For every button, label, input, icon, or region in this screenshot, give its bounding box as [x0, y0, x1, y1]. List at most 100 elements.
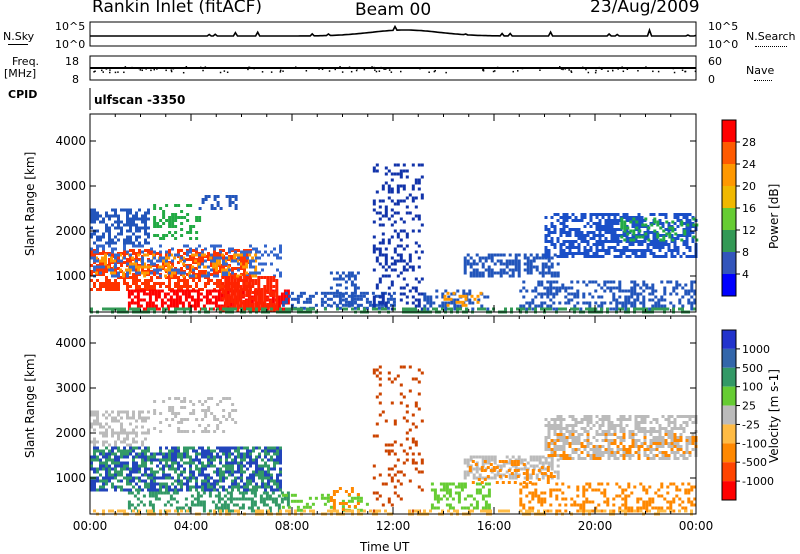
velocity-cell: [99, 431, 102, 435]
power-cell: [637, 243, 641, 246]
velocity-cell: [344, 502, 348, 505]
velocity-cell: [508, 461, 512, 465]
nave-point: [492, 70, 495, 73]
velocity-cell: [268, 506, 272, 510]
power-cell: [580, 219, 584, 222]
velocity-cell: [281, 505, 285, 509]
power-cell: [583, 252, 587, 255]
velocity-cell: [210, 488, 213, 492]
velocity-cell: [442, 482, 446, 486]
velocity-cell: [213, 482, 216, 486]
velocity-cell: [147, 473, 150, 477]
power-cell: [420, 196, 424, 200]
velocity-cell: [396, 374, 400, 378]
power-cell: [375, 307, 378, 311]
power-cell: [138, 258, 141, 261]
velocity-cell: [177, 421, 181, 424]
power-cell: [224, 300, 228, 303]
power-cell: [402, 268, 406, 272]
velocity-cell: [147, 488, 150, 492]
power-cell: [653, 229, 657, 233]
nave-point: [145, 68, 147, 70]
power-cell: [550, 240, 554, 243]
power-cell: [120, 264, 123, 267]
power-cell: [216, 307, 219, 311]
velocity-cell: [186, 485, 189, 489]
velocity-cell: [390, 503, 394, 507]
velocity-cell: [341, 505, 345, 509]
velocity-cell: [411, 509, 415, 513]
nave-point: [587, 71, 590, 74]
power-cell: [636, 307, 639, 311]
power-cell: [277, 298, 281, 302]
power-cell: [393, 229, 397, 233]
power-cell: [193, 298, 197, 302]
power-cell: [695, 238, 699, 242]
power-cell: [213, 252, 216, 255]
power-cell: [387, 286, 391, 290]
power-cell: [541, 256, 545, 260]
velocity-cell: [445, 503, 449, 507]
power-cell: [402, 292, 406, 296]
velocity-cell: [469, 503, 473, 507]
power-cell: [207, 252, 210, 255]
velocity-cell: [240, 470, 243, 474]
velocity-cell: [481, 497, 485, 501]
power-cell: [643, 252, 647, 255]
velocity-cell: [93, 488, 96, 492]
power-cell: [217, 295, 221, 299]
nave-line: [754, 80, 772, 81]
velocity-cell: [228, 446, 231, 450]
power-cell: [559, 249, 563, 252]
velocity-cell: [396, 458, 400, 462]
velocity-cell: [468, 469, 472, 472]
velocity-cell: [213, 485, 216, 489]
velocity-cell: [252, 485, 255, 489]
velocity-cell: [273, 467, 276, 471]
velocity-cell: [454, 491, 458, 495]
velocity-cell: [270, 479, 273, 483]
velocity-cell: [159, 485, 162, 489]
velocity-cell: [420, 458, 424, 462]
velocity-cell: [195, 418, 199, 421]
power-cell: [426, 307, 430, 311]
velocity-cell: [226, 506, 230, 510]
power-cell: [187, 295, 191, 299]
power-cell: [576, 295, 580, 299]
power-cell: [114, 288, 117, 291]
power-cell: [90, 288, 93, 291]
velocity-cell: [469, 455, 473, 459]
velocity-cell: [207, 455, 210, 459]
power-cell: [242, 285, 246, 288]
power-cell: [580, 237, 584, 240]
power-cell: [562, 225, 566, 228]
velocity-cell: [135, 431, 138, 435]
velocity-cell: [198, 424, 202, 427]
power-cell: [522, 304, 526, 308]
power-cell: [490, 268, 494, 272]
power-cell: [248, 282, 252, 285]
power-cell: [150, 259, 153, 263]
velocity-cell: [264, 464, 267, 468]
velocity-cell: [108, 455, 111, 459]
velocity-cell: [252, 488, 255, 492]
velocity-cell: [249, 482, 252, 486]
velocity-cell: [144, 473, 147, 477]
velocity-cell: [448, 488, 452, 492]
power-cell: [126, 238, 129, 242]
power-cell: [145, 301, 149, 305]
power-cell: [181, 301, 185, 305]
velocity-cell: [375, 434, 379, 438]
power-cell: [212, 265, 216, 269]
power-cell: [177, 307, 180, 311]
nave-point: [622, 70, 625, 73]
power-cell: [582, 280, 586, 284]
velocity-cell: [90, 482, 93, 486]
power-cell: [372, 250, 376, 254]
power-cell: [275, 294, 279, 297]
velocity-cell: [105, 440, 108, 444]
power-cell: [624, 289, 628, 293]
power-cell: [281, 303, 285, 307]
power-cell: [595, 222, 599, 225]
power-cell: [670, 255, 674, 258]
